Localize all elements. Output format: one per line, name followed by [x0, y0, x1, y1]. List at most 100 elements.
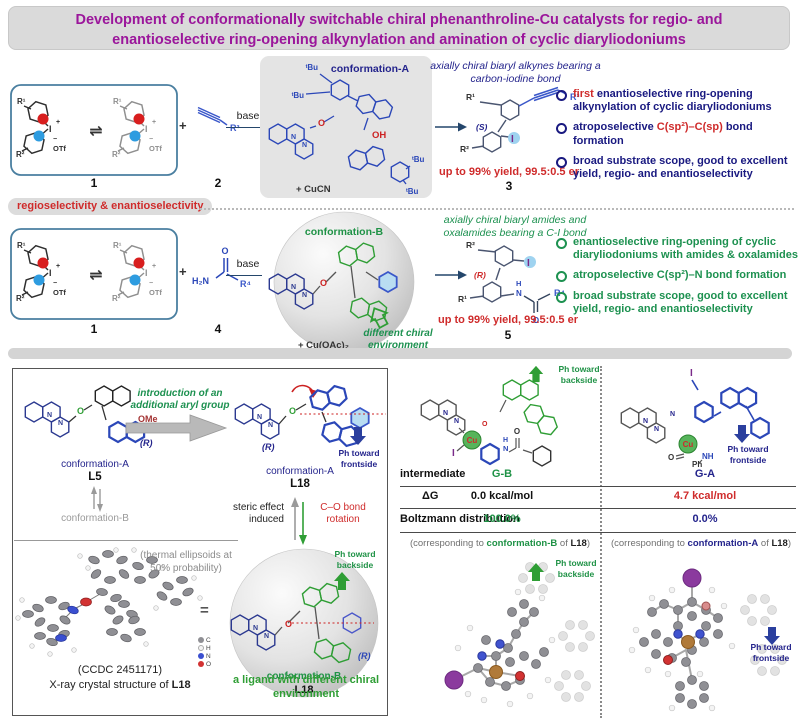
scheme2-bullets: enantioselective ring-opening of cyclic …	[556, 236, 798, 323]
legend-label: N	[206, 652, 211, 660]
gb-dg-value: 0.0 kcal/mol	[470, 490, 534, 502]
legend-label: H	[206, 644, 211, 652]
ph-backside-note: Ph toward backside	[334, 549, 376, 570]
r-stereo-label: (R)	[140, 438, 153, 448]
n-label: N	[291, 134, 296, 141]
n-label: N	[454, 418, 459, 425]
cu-label: Cu	[467, 436, 478, 445]
co-bond-rotation-note: C–O bond rotation	[320, 502, 366, 525]
l5-alt-conformation-label: conformation-B	[61, 513, 129, 524]
legend-row-nitrogen: N	[198, 652, 211, 660]
tbu-label: ᵗBu	[412, 155, 425, 164]
copper-atom	[681, 635, 695, 649]
n-label: N	[516, 289, 522, 298]
table-rule	[400, 508, 796, 509]
compound-1-label: 1	[90, 322, 98, 336]
n-label: N	[47, 412, 52, 419]
h-label: H	[516, 279, 521, 288]
compound-4-label: 4	[214, 322, 222, 336]
ph-frontside-note: Ph toward frontside	[338, 448, 380, 469]
legend-label: C	[206, 636, 211, 644]
title-text: Development of conformationally switchab…	[75, 12, 723, 49]
plus-sign: +	[179, 264, 187, 279]
aryl-introduction-note: introduction of an additional aryl group	[130, 388, 230, 411]
gb-intermediate-structure: N N Cu I H N O O	[402, 365, 587, 467]
gb-model-ph-note: Ph toward backside	[555, 558, 597, 579]
conformation-b-name: conformation-B	[305, 226, 384, 238]
r3-label: R³	[230, 123, 240, 133]
nitrogen-atom	[673, 629, 683, 639]
l18a-conformation-label: conformation-A	[266, 466, 334, 477]
o-label: O	[482, 421, 488, 428]
n-label: N	[58, 420, 63, 427]
bullet-item: broad substrate scope, good to excellent…	[556, 155, 798, 181]
reaction-arrow-icon	[435, 122, 467, 132]
nitrogen-atom	[67, 605, 79, 615]
ph-frontside-arrow-icon	[734, 425, 750, 443]
l18a-structure: N N O (R)	[230, 372, 386, 452]
big-gray-arrow-icon	[125, 414, 228, 442]
bullet-item: atroposelective C(sp²)–N bond formation	[556, 269, 798, 283]
r2-label: R²	[466, 240, 475, 250]
atom-legend: C H N O	[198, 636, 211, 668]
selectivity-pill: regioselectivity & enantioselectivity	[8, 198, 213, 215]
nitrogen-dot-icon	[198, 653, 204, 659]
table-rule	[400, 532, 796, 533]
l18a-name: L18	[290, 478, 310, 490]
oxygen-atom	[663, 655, 673, 665]
n-label: N	[503, 444, 508, 453]
cu-label: Cu	[683, 440, 694, 449]
carbon-dot-icon	[198, 637, 204, 643]
l18b-conformation-label: conformation-B	[267, 671, 341, 682]
catalyst-conformation-b-sphere: conformation-B N N O + Cu(OAc)₂	[262, 211, 415, 353]
bullet-ring-icon	[556, 238, 567, 249]
bullet-ring-icon	[556, 271, 567, 283]
iodine-glow	[524, 256, 536, 268]
scheme1-bullets: first enantioselective ring-opening alky…	[556, 88, 798, 188]
bullet-text: atroposelective C(sp²)–C(sp) bond format…	[573, 121, 753, 147]
legend-row-oxygen: O	[198, 660, 211, 668]
bullet-text: broad substrate scope, good to excellent…	[573, 154, 788, 180]
ga-intermediate-structure: I N N N Cu O NH Ph	[606, 368, 770, 469]
compound-1-label: 1	[90, 176, 98, 190]
l18b-name: L18	[295, 684, 314, 696]
bullet-item: broad substrate scope, good to excellent…	[556, 290, 798, 316]
ga-dg-value: 4.7 kcal/mol	[673, 490, 737, 502]
o-label: O	[77, 406, 84, 416]
o-label: O	[318, 118, 325, 128]
oxygen-atom-faded	[701, 601, 711, 611]
conformation-a-name: conformation-A	[331, 63, 410, 75]
bullet-text: first enantioselective ring-opening alky…	[573, 88, 772, 114]
n-label: N	[670, 411, 675, 418]
ga-boltzmann-value: 0.0%	[692, 513, 718, 525]
o-label: O	[514, 427, 520, 436]
nitrogen-atom	[495, 639, 505, 649]
s-stereo-label: (S)	[476, 122, 488, 132]
bullet-item: first enantioselective ring-opening alky…	[556, 88, 798, 114]
base-label-1: base	[236, 110, 260, 122]
r1-label: R¹	[466, 92, 475, 102]
reaction-arrow-icon	[435, 270, 467, 280]
n-label: N	[302, 142, 307, 149]
cu-atom-circle	[678, 434, 698, 454]
equilibrium-vertical-icon	[91, 486, 103, 512]
compound-5-label: 5	[504, 328, 512, 342]
ga-model-caption: (corresponding to conformation-A of L18)	[610, 538, 792, 549]
l5-conformation-label: conformation-A	[61, 459, 129, 470]
table-rule	[400, 486, 796, 487]
o-label: O	[668, 453, 674, 462]
yield-note-1: up to 99% yield, 99.5:0.5 er	[438, 166, 579, 178]
o-label: O	[221, 246, 228, 256]
ligand-design-panel	[12, 368, 388, 716]
nitrogen-atom	[477, 651, 487, 661]
copper-atom	[489, 665, 503, 679]
iodonium-1a	[10, 84, 178, 176]
iodine-atom	[444, 670, 464, 690]
l18b-sphere: N N O (R) conformation-B L18	[229, 548, 379, 698]
reaction-line-2	[226, 275, 262, 276]
n-label: N	[291, 284, 296, 291]
bullet-item: enantioselective ring-opening of cyclic …	[556, 236, 798, 262]
r-stereo-label: (R)	[474, 270, 486, 280]
bullet-text: enantioselective ring-opening of cyclic …	[573, 236, 798, 262]
